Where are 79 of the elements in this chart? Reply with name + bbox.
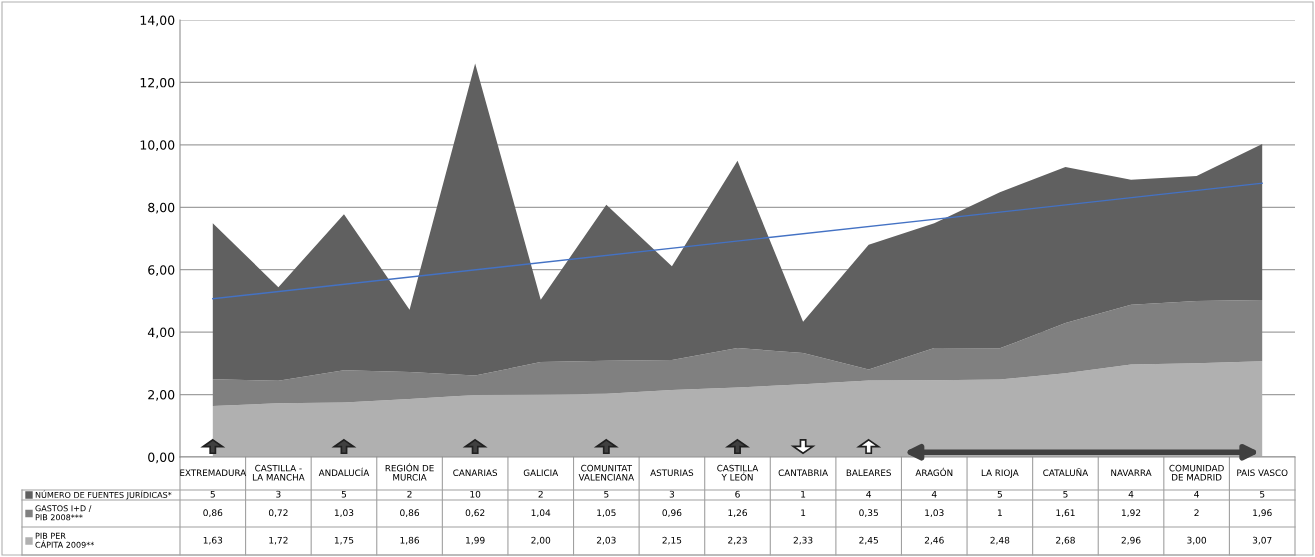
y-tick-label: 12,00 bbox=[140, 77, 175, 89]
y-tick-label: 0,00 bbox=[148, 452, 175, 464]
x-tick-label: ANDALUCÍA bbox=[318, 467, 370, 477]
data-label: 1,96 bbox=[1253, 509, 1272, 518]
data-label: 2,23 bbox=[728, 536, 747, 545]
y-tick-label: 4,00 bbox=[147, 327, 175, 339]
data-label: 1,72 bbox=[269, 536, 288, 545]
x-tick-label: NAVARRA bbox=[1111, 469, 1152, 476]
data-label: 5 bbox=[1260, 490, 1265, 498]
data-label: 2,33 bbox=[793, 536, 813, 545]
data-label: 5 bbox=[997, 490, 1002, 498]
data-label: 2,46 bbox=[924, 536, 944, 545]
data-label: 5 bbox=[1063, 490, 1068, 498]
data-label: 2 bbox=[538, 490, 543, 498]
data-label: 0,96 bbox=[662, 509, 682, 518]
data-label: 4 bbox=[1128, 490, 1134, 498]
data-label: 3,07 bbox=[1252, 536, 1272, 545]
x-tick-label: LA RIOJA bbox=[981, 469, 1019, 478]
data-label: 10 bbox=[470, 490, 481, 498]
data-label: 0,86 bbox=[203, 509, 223, 518]
x-tick-label: COMUNITAT VALENCIANA bbox=[578, 464, 635, 481]
data-label: 2,68 bbox=[1056, 536, 1075, 545]
x-tick-label: GALICIA bbox=[523, 469, 559, 477]
data-label: 1,99 bbox=[466, 536, 485, 545]
data-label: 1,04 bbox=[531, 509, 551, 518]
legend-label: NÚMERO DE FUENTES JURÍDICAS* bbox=[35, 490, 172, 500]
data-label: 5 bbox=[604, 490, 609, 498]
data-label: 1,05 bbox=[597, 509, 616, 518]
data-label: 0,72 bbox=[268, 509, 288, 518]
data-label: 0,62 bbox=[465, 509, 485, 518]
x-tick-label: ARAGÓN bbox=[915, 467, 953, 477]
data-label: 2,48 bbox=[990, 536, 1010, 545]
data-label: 1 bbox=[801, 490, 806, 498]
data-label: 1,75 bbox=[334, 536, 354, 545]
data-label: 2,96 bbox=[1121, 536, 1141, 545]
y-tick-label: 10,00 bbox=[140, 140, 175, 152]
data-label: 2 bbox=[1194, 509, 1199, 516]
data-label: 1,92 bbox=[1121, 509, 1141, 518]
data-label: 2 bbox=[407, 490, 412, 498]
data-label: 6 bbox=[735, 490, 740, 498]
data-label: 4 bbox=[866, 490, 872, 498]
data-label: 5 bbox=[210, 490, 215, 498]
data-label: 2,15 bbox=[662, 536, 682, 545]
x-tick-label: COMUNIDAD DE MADRID bbox=[1169, 464, 1224, 481]
x-tick-label: CASTILLA - LA MANCHA bbox=[252, 464, 305, 481]
data-label: 3 bbox=[669, 490, 675, 498]
y-tick-label: 8,00 bbox=[148, 202, 175, 214]
data-label: 1 bbox=[801, 509, 806, 516]
legend-label: GASTOS I+D / PIB 2008*** bbox=[35, 505, 92, 521]
x-tick-label: EXTREMADURA bbox=[180, 469, 247, 477]
data-label: 5 bbox=[341, 490, 347, 498]
data-label: 3,00 bbox=[1187, 536, 1207, 545]
data-label: 4 bbox=[931, 490, 937, 498]
x-tick-label: PAIS VASCO bbox=[1237, 469, 1288, 477]
data-label: 2,03 bbox=[596, 536, 616, 545]
data-label: 1,26 bbox=[728, 509, 747, 518]
data-label: 4 bbox=[1194, 490, 1199, 498]
y-tick-label: 6,00 bbox=[148, 265, 175, 276]
x-tick-label: REGIÓN DE MURCIA bbox=[385, 463, 434, 481]
x-tick-label: CASTILLA Y LEÓN bbox=[717, 464, 759, 481]
data-label: 3 bbox=[276, 490, 281, 498]
data-label: 1 bbox=[997, 509, 1002, 516]
data-label: 0,86 bbox=[400, 509, 420, 518]
data-label: 1,03 bbox=[925, 509, 944, 518]
data-label: 0,35 bbox=[859, 509, 878, 518]
x-tick-label: CANARIAS bbox=[453, 469, 498, 477]
x-tick-label: BALEARES bbox=[846, 469, 891, 477]
x-tick-label: CANTABRIA bbox=[778, 469, 828, 477]
x-tick-label: ASTURIAS bbox=[650, 469, 694, 477]
y-tick-label: 2,00 bbox=[148, 390, 175, 401]
x-tick-label: CATALUÑA bbox=[1043, 467, 1089, 477]
data-label: 1,61 bbox=[1056, 509, 1075, 518]
data-label: 2,00 bbox=[531, 536, 551, 545]
legend-label: PIB PER CÁPITA 2009** bbox=[35, 532, 95, 548]
y-tick-label: 14,00 bbox=[140, 15, 175, 27]
data-label: 1,03 bbox=[334, 509, 354, 518]
data-label: 2,45 bbox=[859, 536, 878, 545]
data-label: 1,86 bbox=[400, 536, 420, 545]
data-label: 1,63 bbox=[203, 536, 223, 545]
